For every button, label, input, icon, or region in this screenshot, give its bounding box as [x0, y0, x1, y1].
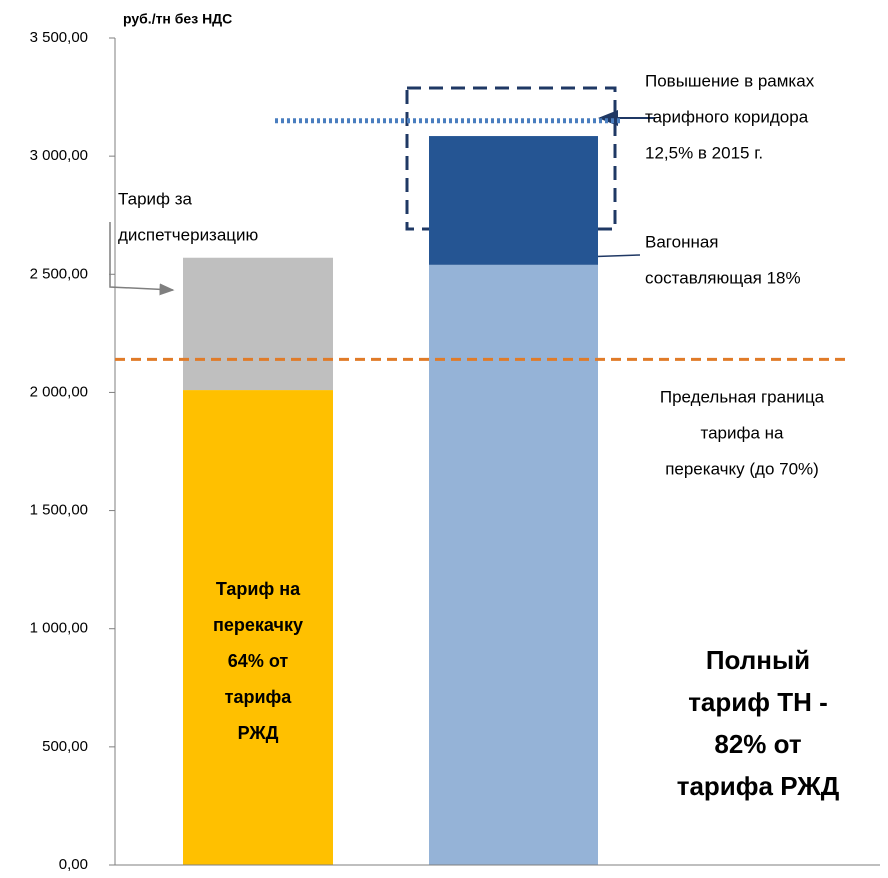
bar-segment	[183, 390, 333, 865]
y-tick-label: 3 000,00	[30, 147, 88, 164]
arrow	[109, 222, 175, 296]
y-tick-label: 0,00	[59, 856, 88, 873]
y-tick-label: 3 500,00	[30, 29, 88, 46]
y-tick-label: 1 000,00	[30, 620, 88, 637]
annotation: тарифа на	[700, 423, 784, 442]
y-axis-label: руб./тн без НДС	[123, 11, 232, 27]
annotation: тариф ТН -	[688, 687, 828, 717]
annotation: РЖД	[238, 723, 279, 743]
annotation: перекачку	[213, 615, 303, 635]
annotation: диспетчеризацию	[118, 225, 259, 244]
annotation: Тариф на	[216, 579, 301, 599]
annotation: Тариф за	[118, 189, 193, 208]
annotation: Полный	[706, 645, 810, 675]
annotation: перекачку (до 70%)	[665, 459, 819, 478]
annotation: 64% от	[228, 651, 289, 671]
annotation: составляющая 18%	[645, 268, 801, 287]
annotation: тарифа РЖД	[677, 771, 840, 801]
y-tick-label: 1 500,00	[30, 502, 88, 519]
annotation: тарифа	[225, 687, 293, 707]
annotation: 12,5% в 2015 г.	[645, 143, 763, 162]
bar-segment	[429, 264, 598, 865]
y-tick-label: 500,00	[42, 738, 88, 755]
annotation: тарифного коридора	[645, 107, 809, 126]
bar-segment	[183, 257, 333, 391]
y-tick-label: 2 500,00	[30, 265, 88, 282]
annotation: Предельная граница	[660, 387, 825, 406]
y-tick-label: 2 000,00	[30, 383, 88, 400]
annotation: Вагонная	[645, 232, 719, 251]
annotation: 82% от	[714, 729, 801, 759]
bar-segment	[429, 136, 598, 265]
annotation: Повышение в рамках	[645, 71, 815, 90]
